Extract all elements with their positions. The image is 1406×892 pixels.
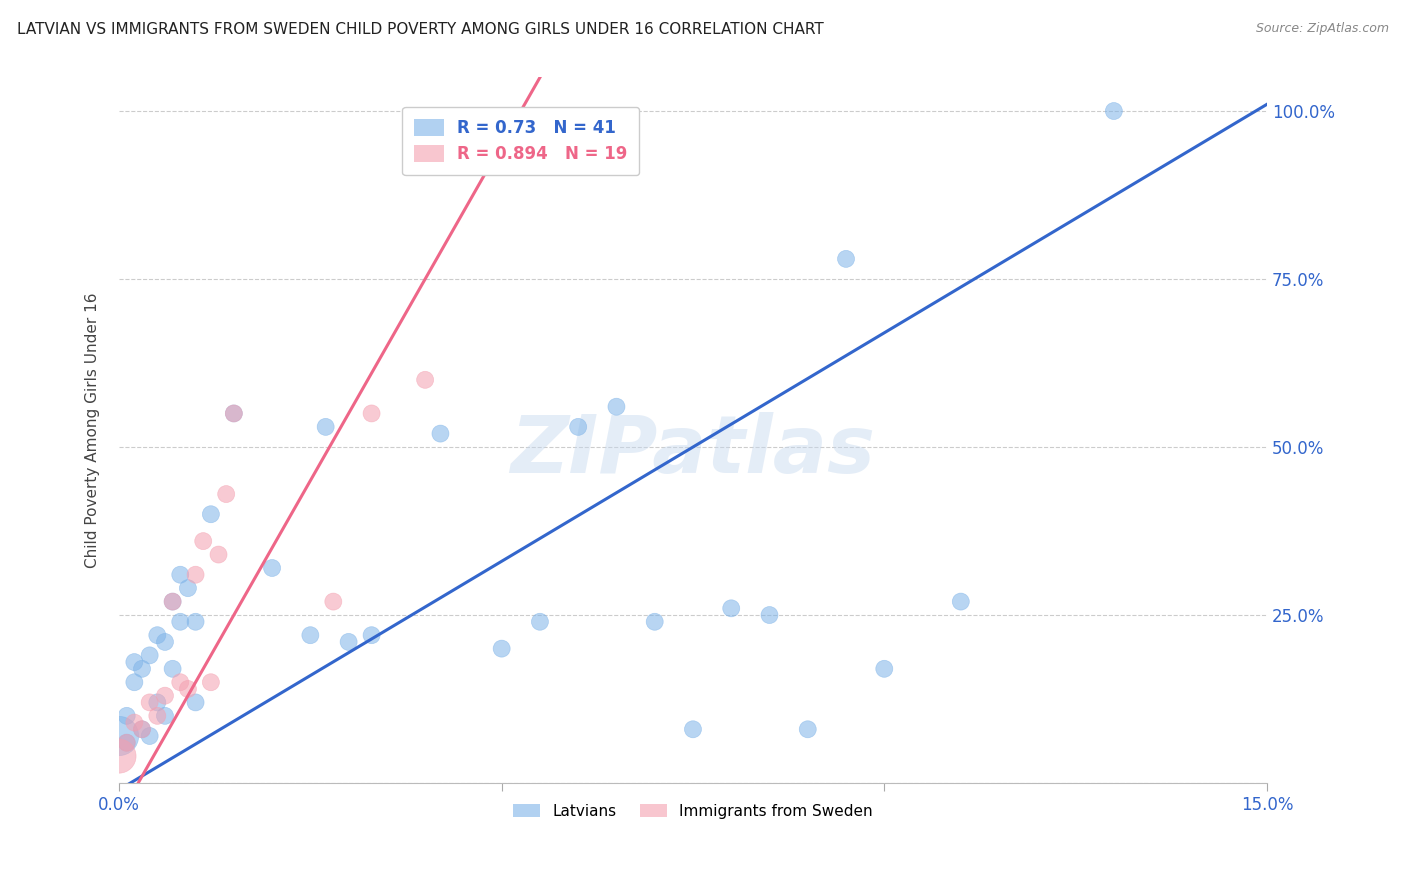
Point <box>873 662 896 676</box>
Point <box>108 749 131 764</box>
Point <box>169 675 191 690</box>
Point <box>138 695 160 709</box>
Point <box>797 723 820 737</box>
Point <box>193 534 215 549</box>
Point <box>131 662 153 676</box>
Point <box>720 601 742 615</box>
Point <box>429 426 451 441</box>
Point <box>115 709 138 723</box>
Point <box>184 695 207 709</box>
Point <box>337 635 360 649</box>
Point <box>949 594 972 608</box>
Point <box>177 681 200 696</box>
Y-axis label: Child Poverty Among Girls Under 16: Child Poverty Among Girls Under 16 <box>86 293 100 568</box>
Point <box>299 628 322 642</box>
Point <box>124 655 146 669</box>
Point <box>222 406 245 420</box>
Point <box>138 648 160 663</box>
Point <box>567 420 589 434</box>
Point <box>108 729 131 743</box>
Point <box>360 628 382 642</box>
Point <box>215 487 238 501</box>
Point <box>262 561 284 575</box>
Point <box>529 615 551 629</box>
Point <box>124 675 146 690</box>
Point <box>491 641 513 656</box>
Point <box>644 615 666 629</box>
Point <box>153 709 176 723</box>
Legend: Latvians, Immigrants from Sweden: Latvians, Immigrants from Sweden <box>506 797 879 825</box>
Point <box>413 373 436 387</box>
Text: Source: ZipAtlas.com: Source: ZipAtlas.com <box>1256 22 1389 36</box>
Point <box>146 709 169 723</box>
Point <box>184 567 207 582</box>
Point <box>322 594 344 608</box>
Point <box>162 662 184 676</box>
Point <box>162 594 184 608</box>
Point <box>146 628 169 642</box>
Point <box>207 548 229 562</box>
Point <box>124 715 146 730</box>
Point <box>146 695 169 709</box>
Point <box>131 723 153 737</box>
Point <box>200 675 222 690</box>
Point <box>360 406 382 420</box>
Point <box>177 581 200 595</box>
Point <box>1102 103 1125 118</box>
Point <box>153 635 176 649</box>
Point <box>138 729 160 743</box>
Point <box>184 615 207 629</box>
Point <box>605 400 627 414</box>
Point <box>169 567 191 582</box>
Point <box>682 723 704 737</box>
Point <box>131 723 153 737</box>
Point <box>115 736 138 750</box>
Point <box>200 508 222 522</box>
Point <box>758 608 780 623</box>
Text: ZIPatlas: ZIPatlas <box>510 412 876 491</box>
Point <box>169 615 191 629</box>
Point <box>315 420 337 434</box>
Point <box>835 252 858 266</box>
Point <box>222 406 245 420</box>
Point <box>153 689 176 703</box>
Point <box>162 594 184 608</box>
Point <box>115 736 138 750</box>
Text: LATVIAN VS IMMIGRANTS FROM SWEDEN CHILD POVERTY AMONG GIRLS UNDER 16 CORRELATION: LATVIAN VS IMMIGRANTS FROM SWEDEN CHILD … <box>17 22 824 37</box>
